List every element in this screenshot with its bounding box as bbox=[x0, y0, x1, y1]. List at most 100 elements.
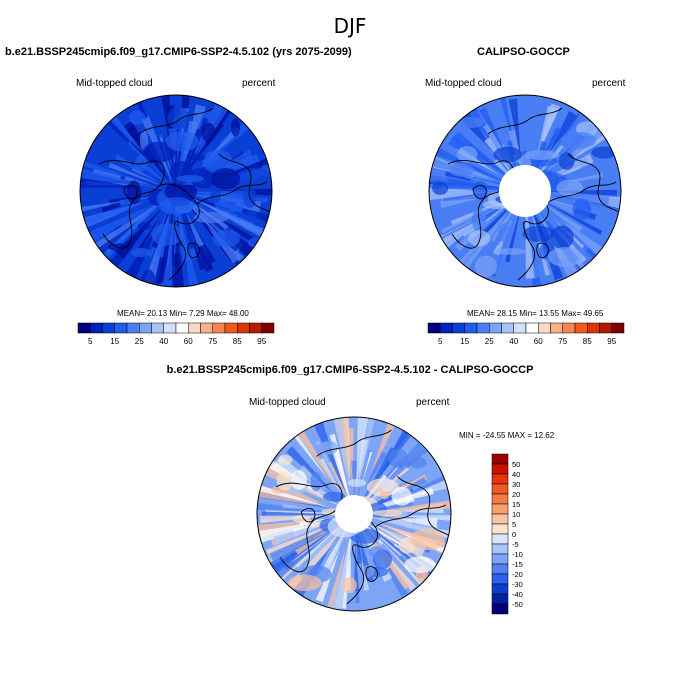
colorbar-swatch bbox=[489, 322, 502, 334]
colorbar-tick-label: 0 bbox=[512, 530, 516, 539]
field-patch bbox=[212, 229, 240, 248]
coastline bbox=[158, 183, 200, 281]
field-patch bbox=[114, 196, 170, 243]
colorbar-tick-label: -20 bbox=[512, 570, 523, 579]
colorbar-swatch bbox=[501, 322, 514, 334]
field-patch bbox=[210, 187, 222, 204]
colorbar-swatch bbox=[237, 322, 250, 334]
field-patch bbox=[452, 121, 494, 161]
field-patch bbox=[376, 499, 451, 512]
field-patch bbox=[523, 150, 560, 161]
colorbar-tick-label: 20 bbox=[512, 490, 520, 499]
colorbar-swatch bbox=[175, 322, 189, 334]
coastline bbox=[536, 242, 549, 259]
field-patch bbox=[278, 454, 293, 465]
field-patch bbox=[310, 471, 322, 492]
panel-3-polar-map bbox=[256, 416, 452, 612]
field-patch bbox=[329, 544, 349, 611]
field-patch bbox=[323, 491, 346, 502]
colorbar-tick-label: 60 bbox=[184, 337, 193, 346]
colorbar-swatch bbox=[224, 322, 238, 334]
field-patch bbox=[124, 176, 155, 186]
colorbar-tick-label: 85 bbox=[233, 337, 242, 346]
field-patch bbox=[478, 107, 506, 154]
field-patch bbox=[474, 255, 498, 278]
field-patch bbox=[360, 417, 378, 480]
coastline bbox=[98, 160, 165, 249]
colorbar-tick-label: 5 bbox=[88, 337, 93, 346]
colorbar-tick-label: -40 bbox=[512, 590, 523, 599]
panel-2-stats: MEAN= 28.15 Min= 13.55 Max= 49.65 bbox=[467, 309, 604, 318]
field-patch bbox=[341, 577, 357, 594]
panel-2-polar-map bbox=[428, 94, 622, 288]
panel-2-title: CALIPSO-GOCCP bbox=[477, 46, 570, 58]
field-patch bbox=[399, 478, 451, 500]
field-patch bbox=[547, 247, 583, 267]
field-patch bbox=[137, 222, 152, 230]
panel-1-units-label: percent bbox=[242, 78, 276, 89]
coastline bbox=[123, 184, 138, 200]
coastline bbox=[300, 507, 316, 523]
colorbar-swatch bbox=[562, 322, 576, 334]
field-patch bbox=[493, 146, 523, 163]
colorbar-swatch bbox=[513, 322, 527, 334]
field-patch bbox=[108, 162, 164, 187]
panel-3-stats: MIN = -24.55 MAX = 12.62 bbox=[459, 431, 555, 440]
field-patch bbox=[431, 181, 449, 195]
field-patch bbox=[191, 197, 230, 217]
field-patch bbox=[409, 528, 445, 551]
colorbar-swatch bbox=[491, 523, 509, 535]
colorbar-tick-label: 85 bbox=[583, 337, 592, 346]
field-patch bbox=[82, 161, 147, 183]
coastline bbox=[187, 242, 200, 259]
colorbar-swatch bbox=[102, 322, 115, 334]
panel-2-variable-label: Mid-topped cloud bbox=[425, 78, 502, 89]
colorbar-tick-label: -15 bbox=[512, 560, 523, 569]
colorbar-swatch bbox=[452, 322, 465, 334]
colorbar-swatch bbox=[476, 322, 490, 334]
colorbar-swatch bbox=[491, 593, 509, 605]
field-patch bbox=[369, 546, 384, 558]
field-patch bbox=[429, 198, 500, 229]
field-patch bbox=[287, 574, 322, 592]
coastline bbox=[545, 181, 617, 205]
field-patch bbox=[131, 168, 161, 184]
field-patch bbox=[441, 202, 502, 234]
coastline bbox=[276, 482, 343, 573]
coastline bbox=[374, 504, 447, 528]
field-patch bbox=[545, 193, 610, 206]
panel-1-polar-map bbox=[79, 94, 273, 288]
colorbar-swatch bbox=[126, 322, 140, 334]
field-patch bbox=[361, 564, 375, 578]
colorbar-swatch bbox=[212, 322, 226, 334]
coastline bbox=[447, 160, 514, 249]
panel-3-units-label: percent bbox=[416, 397, 450, 408]
colorbar-tick-label: -30 bbox=[512, 580, 523, 589]
colorbar-tick-label: 15 bbox=[512, 500, 520, 509]
colorbar-swatch bbox=[599, 322, 612, 334]
field-patch bbox=[139, 129, 149, 151]
colorbar-tick-label: 10 bbox=[512, 510, 520, 519]
colorbar-swatch bbox=[538, 322, 551, 334]
panel-3-variable-label: Mid-topped cloud bbox=[249, 397, 326, 408]
colorbar-swatch bbox=[440, 322, 453, 334]
field-patch bbox=[395, 518, 438, 528]
field-patch bbox=[210, 168, 241, 190]
field-patch bbox=[319, 548, 346, 611]
field-patch bbox=[158, 235, 173, 287]
field-patch bbox=[329, 444, 353, 510]
colorbar-swatch bbox=[491, 533, 509, 545]
field-patch bbox=[159, 197, 194, 215]
field-patch bbox=[290, 470, 307, 491]
colorbar-swatch bbox=[491, 583, 509, 595]
field-patch bbox=[358, 439, 369, 483]
field-patch bbox=[237, 168, 272, 186]
colorbar-swatch bbox=[491, 603, 509, 615]
field-patch bbox=[379, 478, 395, 492]
field-patch bbox=[549, 110, 579, 153]
field-patch bbox=[197, 232, 216, 264]
field-patch bbox=[456, 146, 478, 163]
field-patch bbox=[80, 199, 132, 219]
field-patch bbox=[558, 152, 575, 170]
